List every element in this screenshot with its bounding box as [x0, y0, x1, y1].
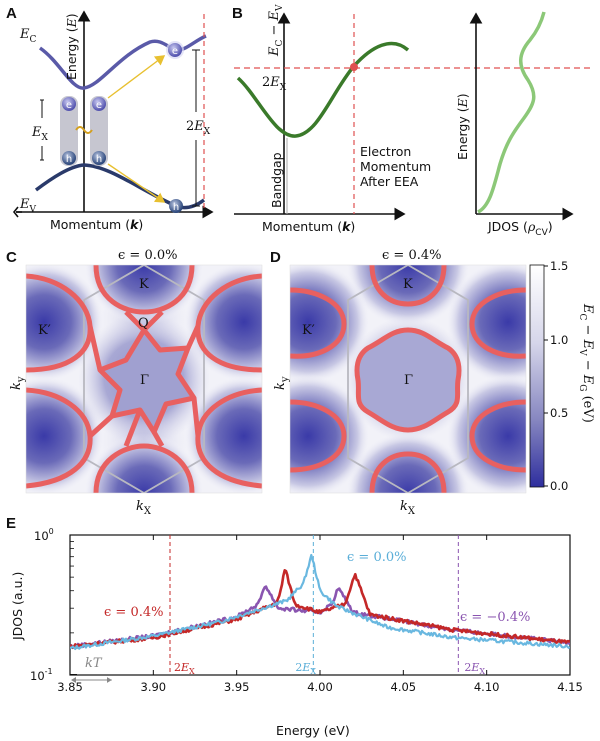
colorbar-tick-1: 1.5 [550, 259, 568, 273]
panel-b: B EC − EV 2EX Bandgap Electron Momentum … [232, 4, 592, 238]
panel-b-y-label: EC − EV [267, 4, 285, 57]
colorbar-tick-4: 0.0 [550, 479, 568, 493]
vline-label-2: 2EX [464, 661, 485, 676]
ec-label: EC [19, 27, 37, 45]
y-tick-1e0: 100 [34, 527, 54, 543]
electron-excited: e [166, 41, 184, 59]
x-tick-label-4: 4.05 [391, 680, 417, 694]
eea-line-1: Electron [360, 144, 411, 159]
x-tick-label-1: 3.90 [141, 680, 167, 694]
panel-d-gamma-label: Γ [404, 373, 413, 388]
x-tick-label-2: 3.95 [224, 680, 250, 694]
svg-text:e: e [96, 100, 102, 111]
vline-label-0: 2EX [174, 661, 195, 676]
hole-2: h [92, 151, 106, 165]
colorbar-tick-2: 1.0 [550, 333, 568, 347]
colorbar-label: EC − EV − EG (eV) [577, 303, 595, 423]
panel-e-series [70, 553, 570, 651]
panel-a-momentum-label: Momentum (k) [50, 217, 143, 232]
x-tick-label-6: 4.15 [557, 680, 583, 694]
electron-2: e [92, 97, 106, 111]
panel-c-kp-label: K′ [38, 323, 51, 338]
panel-d-brillouin-zone [347, 265, 469, 493]
panel-c-label: C [6, 249, 17, 266]
eea-line-2: Momentum [360, 159, 431, 174]
jdos-curve [477, 11, 546, 214]
exciton-box-1 [60, 96, 78, 166]
svg-text:h: h [173, 202, 179, 213]
panel-e-label: E [6, 515, 16, 532]
panel-a-label: A [6, 5, 17, 22]
x-tick-label-0: 3.85 [57, 680, 83, 694]
svg-text:h: h [96, 154, 102, 165]
panel-c-valley-k [84, 265, 204, 325]
panel-d-k-label: K [403, 277, 413, 292]
colorbar-tick-3: 0.5 [550, 406, 568, 420]
two-ex-bracket [192, 49, 200, 207]
svg-text:e: e [172, 46, 178, 57]
panel-d-title: ϵ = 0.4% [382, 248, 441, 263]
colorbar: 1.5 1.0 0.5 0.0 EC − EV − EG (eV) [529, 259, 595, 493]
panel-c-title: ϵ = 0.0% [118, 248, 177, 263]
svg-text:e: e [66, 100, 72, 111]
panel-d-gamma-contour [354, 327, 462, 433]
panel-b-momentum-label: Momentum (k) [262, 219, 355, 234]
panel-e-y-label: JDOS (a.u.) [10, 572, 25, 641]
arrow-hole-down [107, 163, 166, 203]
annot-eps-04: ϵ = 0.4% [104, 605, 163, 620]
hole-excited: h [169, 199, 183, 213]
wiggle-icon [75, 126, 93, 134]
panel-c-gamma-label: Γ [140, 373, 149, 388]
bandgap-label: Bandgap [269, 152, 284, 208]
kt-label: kT [85, 656, 103, 671]
panel-a: A EC EV Energy (E) Momentum (k) e e h h … [6, 5, 214, 232]
annot-eps-00: ϵ = 0.0% [347, 550, 406, 565]
panel-e-vlines: 2EX 2EX 2EX [169, 535, 485, 676]
panel-b-label: B [232, 5, 243, 22]
panel-d: D ϵ = 0.4% K K′ Γ kX ky [270, 248, 527, 517]
vline-label-1: 2EX [295, 661, 316, 676]
valence-band [34, 163, 206, 210]
x-tick-label-3: 4.00 [307, 680, 333, 694]
y-tick-1e-1: 10-1 [30, 667, 53, 683]
ex-label: EX [31, 125, 49, 143]
panel-e-axes: 3.85 3.90 3.95 4.00 4.05 4.10 4.15 [57, 534, 583, 694]
panel-b-two-ex-label: 2EX [262, 75, 287, 93]
svg-text:h: h [66, 154, 72, 165]
panel-a-two-ex-label: 2EX [186, 119, 211, 137]
panel-e-x-label: Energy (eV) [276, 723, 350, 738]
ex-bracket [40, 99, 44, 161]
panel-a-energy-label: Energy (E) [64, 13, 79, 80]
panel-d-kp-label: K′ [302, 323, 315, 338]
jdos-x-label: JDOS (ρCV) [487, 219, 553, 238]
panel-d-x-label: kX [400, 499, 416, 517]
eea-line-3: After EEA [360, 174, 419, 189]
panel-e: E 3.85 3.90 3.95 4.00 4.05 4.10 4.15 2EX 2EX 2EX… [6, 515, 583, 738]
series-line-1 [70, 569, 570, 650]
ev-label: EV [19, 197, 37, 215]
x-tick-label-5: 4.10 [474, 680, 500, 694]
jdos-energy-label: Energy (E) [455, 93, 470, 160]
hole-1: h [62, 151, 76, 165]
panel-c-x-label: kX [136, 499, 152, 517]
annot-eps-m04: ϵ = −0.4% [460, 610, 530, 625]
panel-d-label: D [270, 249, 281, 266]
panel-c-y-label: ky [9, 376, 27, 390]
series-line-0 [70, 553, 570, 651]
exciton-box-2 [90, 96, 108, 166]
panel-c: C ϵ = 0.0% [6, 248, 263, 517]
arrow-electron-up [107, 55, 166, 99]
panel-d-y-label: ky [273, 376, 291, 390]
electron-1: e [62, 97, 76, 111]
colorbar-bar [529, 264, 545, 488]
intersection-dot [350, 63, 358, 71]
panel-c-k-label: K [139, 277, 149, 292]
panel-b-curve [236, 41, 410, 138]
panel-c-q-label: Q [138, 316, 149, 331]
